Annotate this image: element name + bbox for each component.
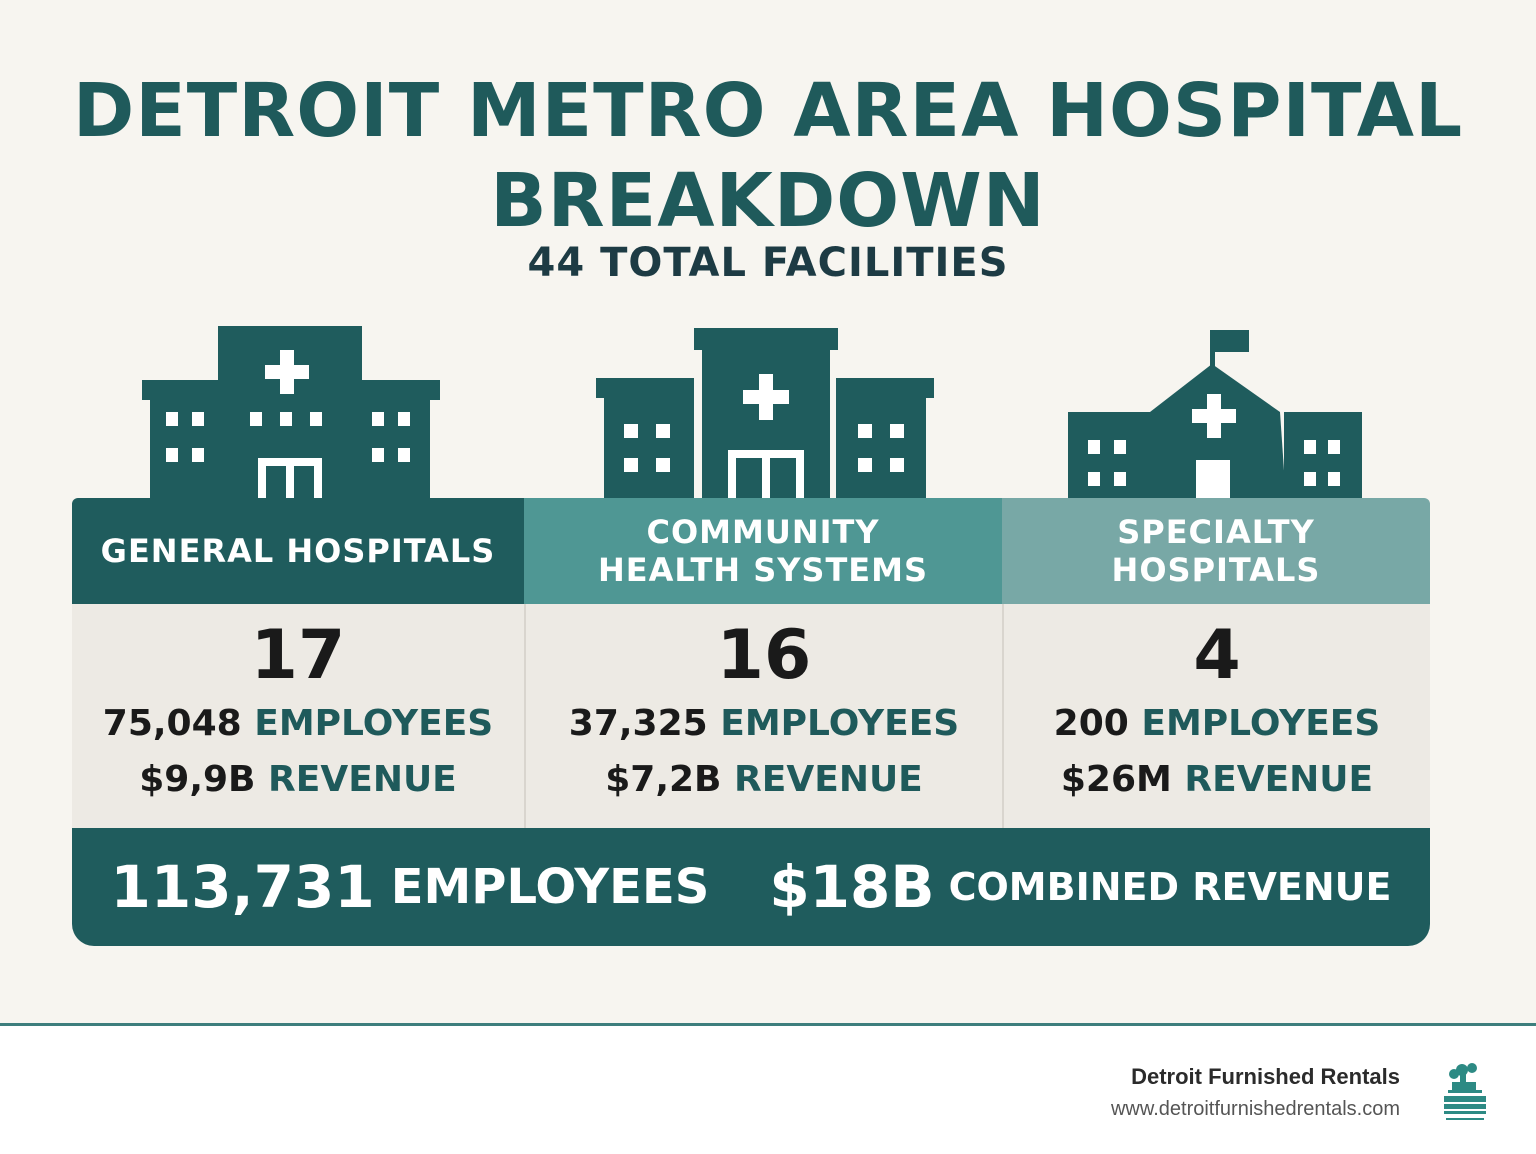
category-header-specialty-hospitals: SPECIALTY HOSPITALS <box>1002 498 1430 604</box>
totals-bar: 113,731 EMPLOYEES $18B COMBINED REVENUE <box>72 828 1430 946</box>
footer-divider <box>0 1023 1536 1026</box>
employees-label: EMPLOYEES <box>254 703 494 744</box>
category-name-line-2: HOSPITALS <box>1111 551 1321 589</box>
revenue-label: REVENUE <box>1184 759 1374 800</box>
specialty-hospital-icon <box>1068 330 1362 500</box>
title-line-2: BREAKDOWN <box>490 158 1046 244</box>
category-stats-community-health-systems: 16 37,325 EMPLOYEES $7,2B REVENUE <box>524 604 1002 828</box>
category-name-line-2: HEALTH SYSTEMS <box>597 551 929 589</box>
category-name-line-1: GENERAL HOSPITALS <box>100 532 496 570</box>
revenue-value: $9,9B <box>139 759 256 800</box>
revenue-line: $26M REVENUE <box>1004 758 1430 802</box>
employees-line: 37,325 EMPLOYEES <box>526 702 1002 746</box>
total-employees-value: 113,731 <box>110 853 375 921</box>
employees-value: 200 <box>1053 703 1129 744</box>
total-revenue-label: COMBINED REVENUE <box>948 865 1392 909</box>
hospital-building-icon <box>142 326 440 500</box>
facility-count: 4 <box>1193 616 1241 695</box>
employees-line: 200 EMPLOYEES <box>1004 702 1430 746</box>
revenue-label: REVENUE <box>268 759 457 800</box>
category-header-community-health-systems: COMMUNITY HEALTH SYSTEMS <box>524 498 1002 604</box>
employees-value: 37,325 <box>568 703 708 744</box>
detroit-furnished-logo-icon <box>1444 1063 1486 1120</box>
facility-count: 16 <box>716 616 812 695</box>
page-title: DETROIT METRO AREA HOSPITAL BREAKDOWN <box>0 66 1536 246</box>
category-stats-specialty-hospitals: 4 200 EMPLOYEES $26M REVENUE <box>1002 604 1430 828</box>
subtitle: 44 TOTAL FACILITIES <box>527 240 1009 286</box>
category-name-line-1: COMMUNITY <box>646 513 880 551</box>
employees-line: 75,048 EMPLOYEES <box>72 702 524 746</box>
footer: Detroit Furnished Rentals www.detroitfur… <box>0 1026 1536 1154</box>
employees-value: 75,048 <box>102 703 242 744</box>
category-header-general-hospitals: GENERAL HOSPITALS <box>72 498 524 604</box>
community-health-building-icon <box>596 328 934 500</box>
revenue-line: $9,9B REVENUE <box>72 758 524 802</box>
brand-name: Detroit Furnished Rentals <box>1131 1064 1400 1089</box>
category-name-line-1: SPECIALTY <box>1117 513 1315 551</box>
employees-label: EMPLOYEES <box>720 703 960 744</box>
revenue-line: $7,2B REVENUE <box>526 758 1002 802</box>
total-employees-label: EMPLOYEES <box>390 859 710 915</box>
title-line-1: DETROIT METRO AREA HOSPITAL <box>72 68 1464 154</box>
facility-count: 17 <box>250 616 346 695</box>
brand-url[interactable]: www.detroitfurnishedrentals.com <box>1110 1098 1400 1120</box>
employees-label: EMPLOYEES <box>1141 703 1381 744</box>
revenue-label: REVENUE <box>734 759 923 800</box>
total-revenue-value: $18B <box>769 853 935 921</box>
revenue-value: $7,2B <box>605 759 722 800</box>
category-stats-general-hospitals: 17 75,048 EMPLOYEES $9,9B REVENUE <box>72 604 524 828</box>
revenue-value: $26M <box>1060 759 1172 800</box>
